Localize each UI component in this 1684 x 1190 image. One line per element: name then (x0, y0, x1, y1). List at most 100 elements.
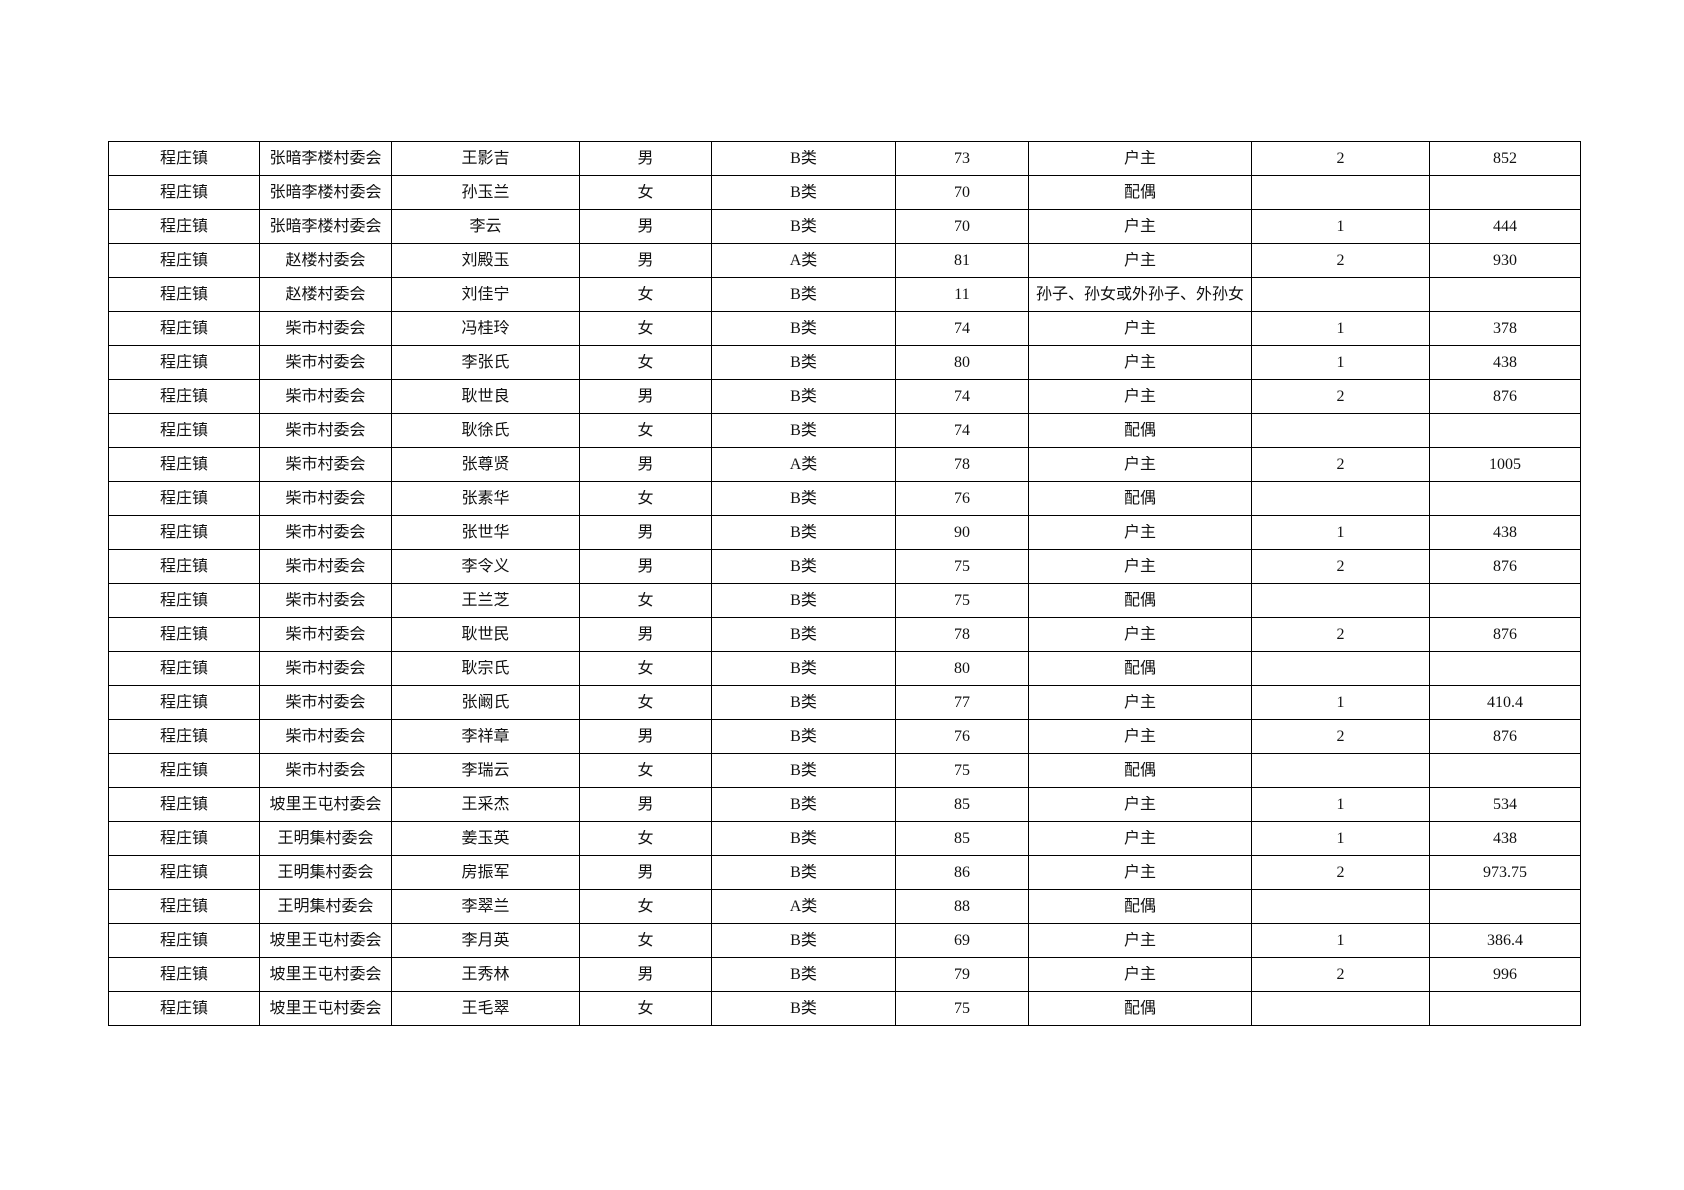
cell-text: 女 (637, 1000, 654, 1017)
cell-text: 张尊贤 (461, 456, 510, 473)
cell-text: 男 (637, 626, 654, 643)
cell-text: 户主 (1123, 932, 1156, 949)
table-cell: B类 (711, 583, 896, 618)
cell-text: 2 (1336, 150, 1345, 167)
table-cell: 2 (1251, 379, 1430, 414)
table-row: 程庄镇 坡里王屯村委会 王采杰 男 B类 85 户主 1 534 (108, 787, 1581, 822)
table-cell: 张尊贤 (391, 447, 580, 482)
table-cell: 男 (579, 719, 712, 754)
cell-text: 77 (954, 694, 970, 711)
table-row: 程庄镇 柴市村委会 耿徐氏 女 B类 74 配偶 (108, 413, 1581, 448)
table-cell: 876 (1429, 379, 1581, 414)
cell-text: 438 (1493, 354, 1517, 371)
table-cell: 69 (895, 923, 1029, 958)
table-cell: 78 (895, 447, 1029, 482)
cell-text: 930 (1493, 252, 1517, 269)
cell-text: 程庄镇 (159, 728, 208, 745)
table-cell: 2 (1251, 141, 1430, 176)
table-cell: B类 (711, 141, 896, 176)
table-cell (1429, 651, 1581, 686)
table-cell: B类 (711, 855, 896, 890)
table-cell: 程庄镇 (108, 651, 260, 686)
cell-text: B类 (790, 694, 817, 711)
cell-text: 438 (1493, 830, 1517, 847)
cell-text: 78 (954, 456, 970, 473)
table-body: 程庄镇 张暗李楼村委会 王影吉男 B类 73 户主 2 852 程庄镇 张暗李楼村委会 孙玉兰女 B类… (108, 141, 1581, 1026)
cell-text: 户主 (1123, 728, 1156, 745)
table-cell: 70 (895, 209, 1029, 244)
table-row: 程庄镇 柴市村委会 李瑞云 女 B类 75 配偶 (108, 753, 1581, 788)
table-cell: 程庄镇 (108, 923, 260, 958)
table-cell: 79 (895, 957, 1029, 992)
table-cell: 配偶 (1028, 991, 1252, 1026)
table-cell: 王兰芝 (391, 583, 580, 618)
cell-text: 坡里王屯村委会 (269, 1000, 382, 1017)
table-cell: 配偶 (1028, 175, 1252, 210)
table-cell: 柴市村委会 (259, 753, 392, 788)
table-cell: 2 (1251, 243, 1430, 278)
table-cell: 85 (895, 787, 1029, 822)
table-cell: 姜玉英 (391, 821, 580, 856)
table-cell: 1 (1251, 821, 1430, 856)
cell-text: 坡里王屯村委会 (269, 966, 382, 983)
table-cell (1251, 991, 1430, 1026)
cell-text: 74 (954, 422, 970, 439)
table-cell: 74 (895, 413, 1029, 448)
cell-text: 1 (1336, 218, 1345, 235)
table-cell: 77 (895, 685, 1029, 720)
cell-text: 程庄镇 (159, 932, 208, 949)
cell-text: 张暗李楼村委会 (269, 184, 382, 201)
cell-text: 74 (954, 388, 970, 405)
cell-text: 柴市村委会 (285, 762, 366, 779)
cell-text: B类 (790, 728, 817, 745)
cell-text: B类 (790, 762, 817, 779)
table-row: 程庄镇 柴市村委会 李张氏 女 B类 80 户主 1 438 (108, 345, 1581, 380)
table-row: 程庄镇 柴市村委会 王兰芝 女 B类 75 配偶 (108, 583, 1581, 618)
cell-text: 70 (954, 184, 970, 201)
cell-text: 996 (1493, 966, 1517, 983)
cell-text: 户主 (1123, 864, 1156, 881)
table-cell: 户主 (1028, 379, 1252, 414)
table-cell: 程庄镇 (108, 175, 260, 210)
cell-text: B类 (790, 592, 817, 609)
cell-text: 程庄镇 (159, 150, 208, 167)
table-cell: 程庄镇 (108, 413, 260, 448)
cell-text: 程庄镇 (159, 524, 208, 541)
cell-text: 程庄镇 (159, 184, 208, 201)
cell-text: 程庄镇 (159, 626, 208, 643)
table-cell: B类 (711, 617, 896, 652)
table-cell: 男 (579, 787, 712, 822)
cell-text: 男 (637, 252, 654, 269)
table-cell: 程庄镇 (108, 617, 260, 652)
cell-text: B类 (790, 558, 817, 575)
cell-text: 386.4 (1487, 932, 1523, 949)
table-cell: 80 (895, 651, 1029, 686)
cell-text: 配偶 (1123, 184, 1156, 201)
table-cell (1429, 991, 1581, 1026)
table-cell: 女 (579, 583, 712, 618)
cell-text: 户主 (1123, 388, 1156, 405)
table-cell: 张阚氏 (391, 685, 580, 720)
cell-text: 柴市村委会 (285, 592, 366, 609)
cell-text: 2 (1336, 864, 1345, 881)
table-cell: 876 (1429, 617, 1581, 652)
table-cell: B类 (711, 311, 896, 346)
table-cell: A类 (711, 889, 896, 924)
cell-text: 男 (637, 456, 654, 473)
cell-text: 2 (1336, 966, 1345, 983)
table-cell: 程庄镇 (108, 515, 260, 550)
table-cell: 程庄镇 (108, 991, 260, 1026)
table-cell: 女 (579, 889, 712, 924)
table-cell: 户主 (1028, 617, 1252, 652)
table-cell: 王明集村委会 (259, 889, 392, 924)
table-cell: 户主 (1028, 243, 1252, 278)
cell-text: 70 (954, 218, 970, 235)
cell-text: B类 (790, 830, 817, 847)
table-cell (1429, 753, 1581, 788)
table-cell: B类 (711, 957, 896, 992)
table-cell: 李祥章 (391, 719, 580, 754)
table-cell: 李月英 (391, 923, 580, 958)
cell-text: 1 (1336, 524, 1345, 541)
table-cell: 程庄镇 (108, 753, 260, 788)
table-cell: 438 (1429, 821, 1581, 856)
